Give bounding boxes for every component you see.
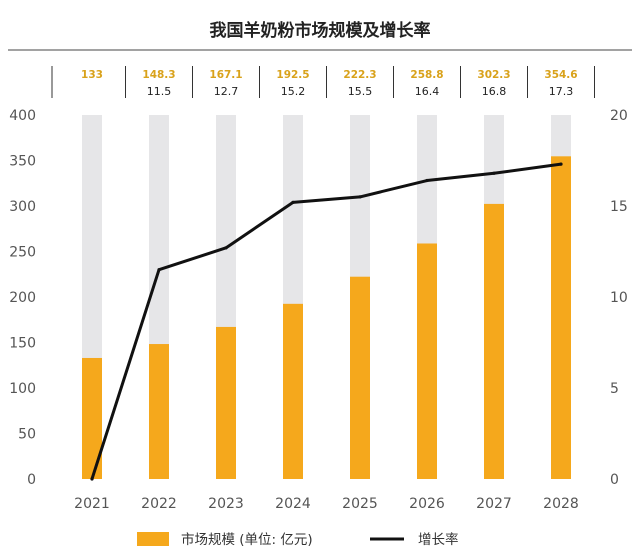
x-axis-tick-label: 2028 bbox=[543, 496, 579, 512]
growth-rate-point bbox=[291, 200, 295, 204]
header-market-size-label: 302.3 bbox=[477, 69, 510, 81]
x-axis-tick-label: 2022 bbox=[141, 496, 177, 512]
left-axis-tick-label: 50 bbox=[18, 427, 36, 443]
legend-line-label: 增长率 bbox=[418, 531, 459, 548]
growth-rate-line-path bbox=[90, 162, 563, 481]
growth-rate-line bbox=[90, 162, 563, 481]
market-size-bar bbox=[417, 243, 437, 479]
growth-rate-point bbox=[157, 268, 161, 272]
market-size-bar bbox=[283, 303, 303, 479]
left-axis-tick-label: 200 bbox=[9, 290, 36, 306]
growth-rate-point bbox=[358, 195, 362, 199]
header-market-size-label: 222.3 bbox=[343, 69, 376, 81]
growth-rate-point bbox=[425, 178, 429, 183]
header-growth-label: 11.5 bbox=[147, 85, 172, 98]
header-growth-label: 15.2 bbox=[281, 85, 306, 98]
x-axis-tick-label: 2021 bbox=[74, 496, 110, 512]
axes: 0 50 100 150 200 250 300 350 400 0 5 10 15 20 2021 2022… bbox=[9, 108, 628, 512]
chart-title: 我国羊奶粉市场规模及增长率 bbox=[210, 20, 431, 41]
left-axis-tick-label: 300 bbox=[9, 199, 36, 215]
left-axis-tick-label: 0 bbox=[27, 472, 36, 488]
x-axis-tick-label: 2027 bbox=[476, 496, 512, 512]
x-axis-tick-label: 2023 bbox=[208, 496, 244, 512]
header-growth-label: 12.7 bbox=[214, 85, 239, 98]
market-size-bar bbox=[216, 326, 236, 479]
market-size-bars bbox=[82, 156, 571, 480]
left-axis-tick-label: 350 bbox=[9, 154, 36, 170]
header-market-size-label: 148.3 bbox=[142, 69, 175, 81]
right-axis-tick-label: 0 bbox=[610, 472, 619, 488]
legend: 市场规模 (单位: 亿元) 增长率 bbox=[137, 531, 459, 548]
header-market-size-label: 354.6 bbox=[544, 69, 577, 81]
market-size-bar bbox=[149, 344, 169, 479]
market-size-bar bbox=[82, 357, 102, 479]
header-market-size-label: 192.5 bbox=[276, 69, 309, 81]
right-axis-tick-label: 10 bbox=[610, 290, 628, 306]
header-growth-label: 16.4 bbox=[415, 85, 440, 98]
left-axis-tick-label: 400 bbox=[9, 108, 36, 124]
header-market-size-label: 258.8 bbox=[410, 69, 443, 81]
left-axis-tick-label: 250 bbox=[9, 245, 36, 261]
right-axis-tick-label: 15 bbox=[610, 199, 628, 215]
market-size-bar bbox=[551, 156, 571, 479]
header-growth-label: 17.3 bbox=[549, 85, 574, 98]
growth-rate-point bbox=[90, 477, 94, 481]
legend-bar-label: 市场规模 (单位: 亿元) bbox=[181, 531, 313, 548]
legend-bar-swatch bbox=[137, 532, 169, 546]
growth-rate-point bbox=[559, 162, 563, 166]
market-size-bar bbox=[350, 276, 370, 479]
growth-rate-point bbox=[224, 246, 228, 250]
header-growth-label: 15.5 bbox=[348, 85, 373, 98]
header-growth-label: 16.8 bbox=[482, 85, 507, 98]
x-axis-tick-label: 2025 bbox=[342, 496, 378, 512]
right-axis-tick-label: 20 bbox=[610, 108, 628, 124]
header-market-size-label: 167.1 bbox=[209, 69, 242, 81]
value-header: 133 148.3 11.5 167.1 12.7 192.5 15.2 222.3 15.5 2… bbox=[51, 66, 595, 98]
left-axis-tick-label: 150 bbox=[9, 336, 36, 352]
growth-rate-point bbox=[492, 171, 496, 175]
x-axis-tick-label: 2026 bbox=[409, 496, 445, 512]
x-axis-tick-label: 2024 bbox=[275, 496, 311, 512]
right-axis-tick-label: 5 bbox=[610, 381, 619, 397]
header-market-size-label: 133 bbox=[81, 69, 103, 81]
market-size-bar bbox=[484, 203, 504, 480]
left-axis-tick-label: 100 bbox=[9, 381, 36, 397]
